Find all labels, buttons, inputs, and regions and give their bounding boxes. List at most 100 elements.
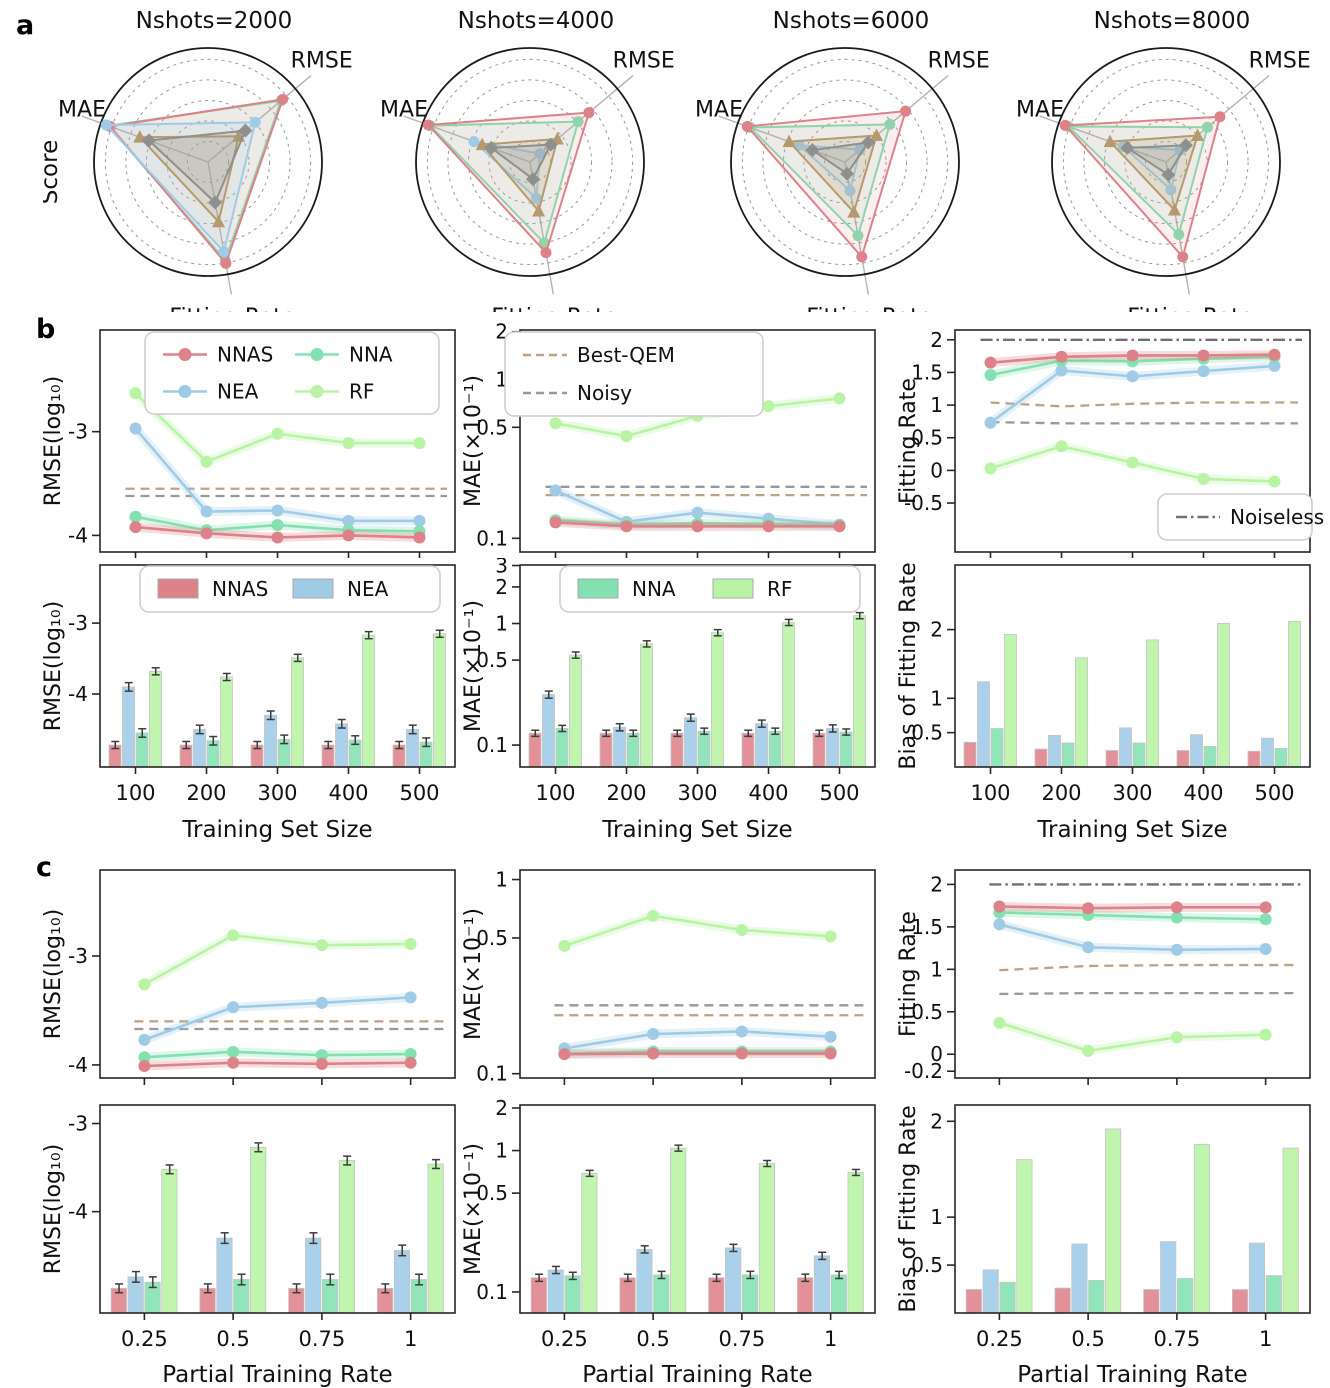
x-axis-label: Partial Training Rate xyxy=(162,1362,392,1388)
panel-letter-b: b xyxy=(36,314,56,345)
y-axis-label: RMSE(log₁₀) xyxy=(41,909,66,1039)
dashed-series-Best-QEM xyxy=(990,401,1298,408)
svg-text:0: 0 xyxy=(930,458,943,482)
bar-plot-b-mae: 32 1 0.5 0.1 100 200 300 400 500 Training Set Siz… xyxy=(461,558,876,843)
bar-plot-c-bias: 2 1 0.5 0.25 0.5 0.75 1 Partial Training Rate Bi… xyxy=(896,1104,1311,1388)
svg-text:Noiseless: Noiseless xyxy=(1230,505,1324,529)
svg-text:2: 2 xyxy=(495,1098,508,1120)
svg-text:0.5: 0.5 xyxy=(476,648,508,672)
svg-text:2: 2 xyxy=(930,872,943,896)
series-NEA xyxy=(138,991,417,1046)
svg-text:2: 2 xyxy=(930,1109,943,1133)
svg-text:Fitting Rate: Fitting Rate xyxy=(1127,305,1253,312)
bar-series-NNA xyxy=(135,727,433,768)
svg-text:0.25: 0.25 xyxy=(541,1327,588,1351)
legend: Noiseless xyxy=(1157,493,1324,541)
svg-text:1: 1 xyxy=(404,1327,417,1351)
series-NNAS xyxy=(129,521,426,544)
svg-text:0.75: 0.75 xyxy=(718,1327,765,1351)
y-axis-label: Bias of Fitting Rate xyxy=(896,1105,921,1312)
series-NNA xyxy=(138,1045,417,1064)
svg-text:0.25: 0.25 xyxy=(121,1327,168,1351)
bar-plot-b-bias: 2 1 0.5 100 200 300 400 500 Training Set Size Bia… xyxy=(896,562,1311,843)
radar-series-Noisy xyxy=(805,135,876,181)
svg-text:2: 2 xyxy=(495,575,508,599)
axes: 2 1 0.5 0.1 0.25 0.5 0.75 1 Partial Training Rat… xyxy=(461,1098,876,1388)
svg-text:Fitting Rate: Fitting Rate xyxy=(806,305,932,312)
radar-labels: Nshots=6000 RMSE MAE Fitting Rate xyxy=(695,8,990,312)
svg-text:Fitting Rate: Fitting Rate xyxy=(491,305,617,312)
radar-chart-nshots-4000: Nshots=4000 RMSE MAE Fitting Rate xyxy=(380,8,675,312)
svg-text:-3: -3 xyxy=(68,944,88,968)
svg-text:-4: -4 xyxy=(68,523,88,547)
dashed-series-Best-QEM xyxy=(999,963,1298,972)
svg-text:200: 200 xyxy=(606,781,646,805)
panel-letter-c: c xyxy=(36,852,53,883)
svg-text:1: 1 xyxy=(495,612,508,636)
svg-text:1.5: 1.5 xyxy=(911,915,943,939)
svg-text:MAE: MAE xyxy=(58,97,106,122)
svg-text:0: 0 xyxy=(930,1042,943,1066)
svg-text:0.5: 0.5 xyxy=(476,926,508,950)
svg-text:MAE: MAE xyxy=(695,97,743,122)
axes: 2 1 0.5 100 200 300 400 500 Training Set Size Bia… xyxy=(896,562,1311,843)
svg-text:NNA: NNA xyxy=(632,577,676,601)
svg-text:1: 1 xyxy=(1259,1327,1272,1351)
y-axis-label: Fitting Rate xyxy=(896,378,921,504)
svg-text:0.75: 0.75 xyxy=(298,1327,345,1351)
svg-text:0.5: 0.5 xyxy=(911,1000,943,1024)
legend: NNA RF xyxy=(559,565,861,613)
svg-text:1: 1 xyxy=(930,686,943,710)
axes: 2 1 0.5 0.25 0.5 0.75 1 Partial Training Rate Bi… xyxy=(896,1104,1311,1388)
svg-text:Fitting Rate: Fitting Rate xyxy=(169,305,295,312)
radar-series-Noisy xyxy=(484,137,558,187)
radar-labels: Nshots=8000 RMSE MAE Fitting Rate xyxy=(1016,8,1311,312)
panel-letter-a: a xyxy=(16,10,35,41)
svg-text:0.5: 0.5 xyxy=(216,1327,249,1351)
bar-series-NEA xyxy=(982,1241,1266,1314)
svg-text:-4: -4 xyxy=(68,1053,88,1077)
dashed-series-Noisy xyxy=(990,420,1298,425)
series-RF xyxy=(558,909,837,952)
legend: NNAS NEA xyxy=(139,565,441,613)
svg-text:0.5: 0.5 xyxy=(476,1181,508,1205)
y-axis-label: RMSE(log₁₀) xyxy=(41,601,66,731)
svg-text:0.25: 0.25 xyxy=(976,1327,1023,1351)
svg-text:1: 1 xyxy=(930,393,943,417)
svg-text:0.5: 0.5 xyxy=(476,415,508,439)
svg-text:200: 200 xyxy=(186,781,226,805)
svg-text:RF: RF xyxy=(349,380,374,404)
bar-plot-c-mae: 2 1 0.5 0.1 0.25 0.5 0.75 1 Partial Training Rat… xyxy=(461,1098,876,1388)
svg-text:Noisy: Noisy xyxy=(577,381,632,405)
bar-series-RF xyxy=(1016,1128,1299,1314)
svg-text:1.5: 1.5 xyxy=(911,360,943,384)
svg-text:Best-QEM: Best-QEM xyxy=(577,343,675,367)
series-NEA xyxy=(984,359,1281,429)
radar-grid xyxy=(718,47,960,295)
y-axis-label: RMSE(log₁₀) xyxy=(41,1144,66,1274)
svg-text:0.1: 0.1 xyxy=(476,526,508,550)
x-axis-label: Training Set Size xyxy=(181,817,372,843)
line-plot-c-mae: 1 0.5 0.1 MAE(×10⁻¹) xyxy=(461,868,876,1086)
bar-plot-c-rmse: -3 -4 0.25 0.5 0.75 1 Partial Training Rate RMS… xyxy=(41,1104,456,1388)
radar-ylabel: Score xyxy=(43,140,63,204)
svg-text:400: 400 xyxy=(748,781,788,805)
x-axis-label: Training Set Size xyxy=(1036,817,1227,843)
radar-series-NNAS xyxy=(1059,111,1226,263)
svg-text:3: 3 xyxy=(495,558,508,578)
radar-series-Noisy xyxy=(1120,138,1193,182)
svg-text:300: 300 xyxy=(677,781,717,805)
legend: NNAS NNA NEA RF xyxy=(144,331,440,415)
series-RF xyxy=(138,929,417,991)
x-axis-label: Partial Training Rate xyxy=(582,1362,812,1388)
axes: 1 0.5 0.1 MAE(×10⁻¹) xyxy=(461,868,876,1086)
svg-text:RMSE: RMSE xyxy=(928,48,990,73)
series-RF xyxy=(129,387,426,468)
svg-text:0.5: 0.5 xyxy=(911,721,943,745)
svg-text:0.1: 0.1 xyxy=(476,1280,508,1304)
bar-series-RF xyxy=(161,1142,444,1314)
